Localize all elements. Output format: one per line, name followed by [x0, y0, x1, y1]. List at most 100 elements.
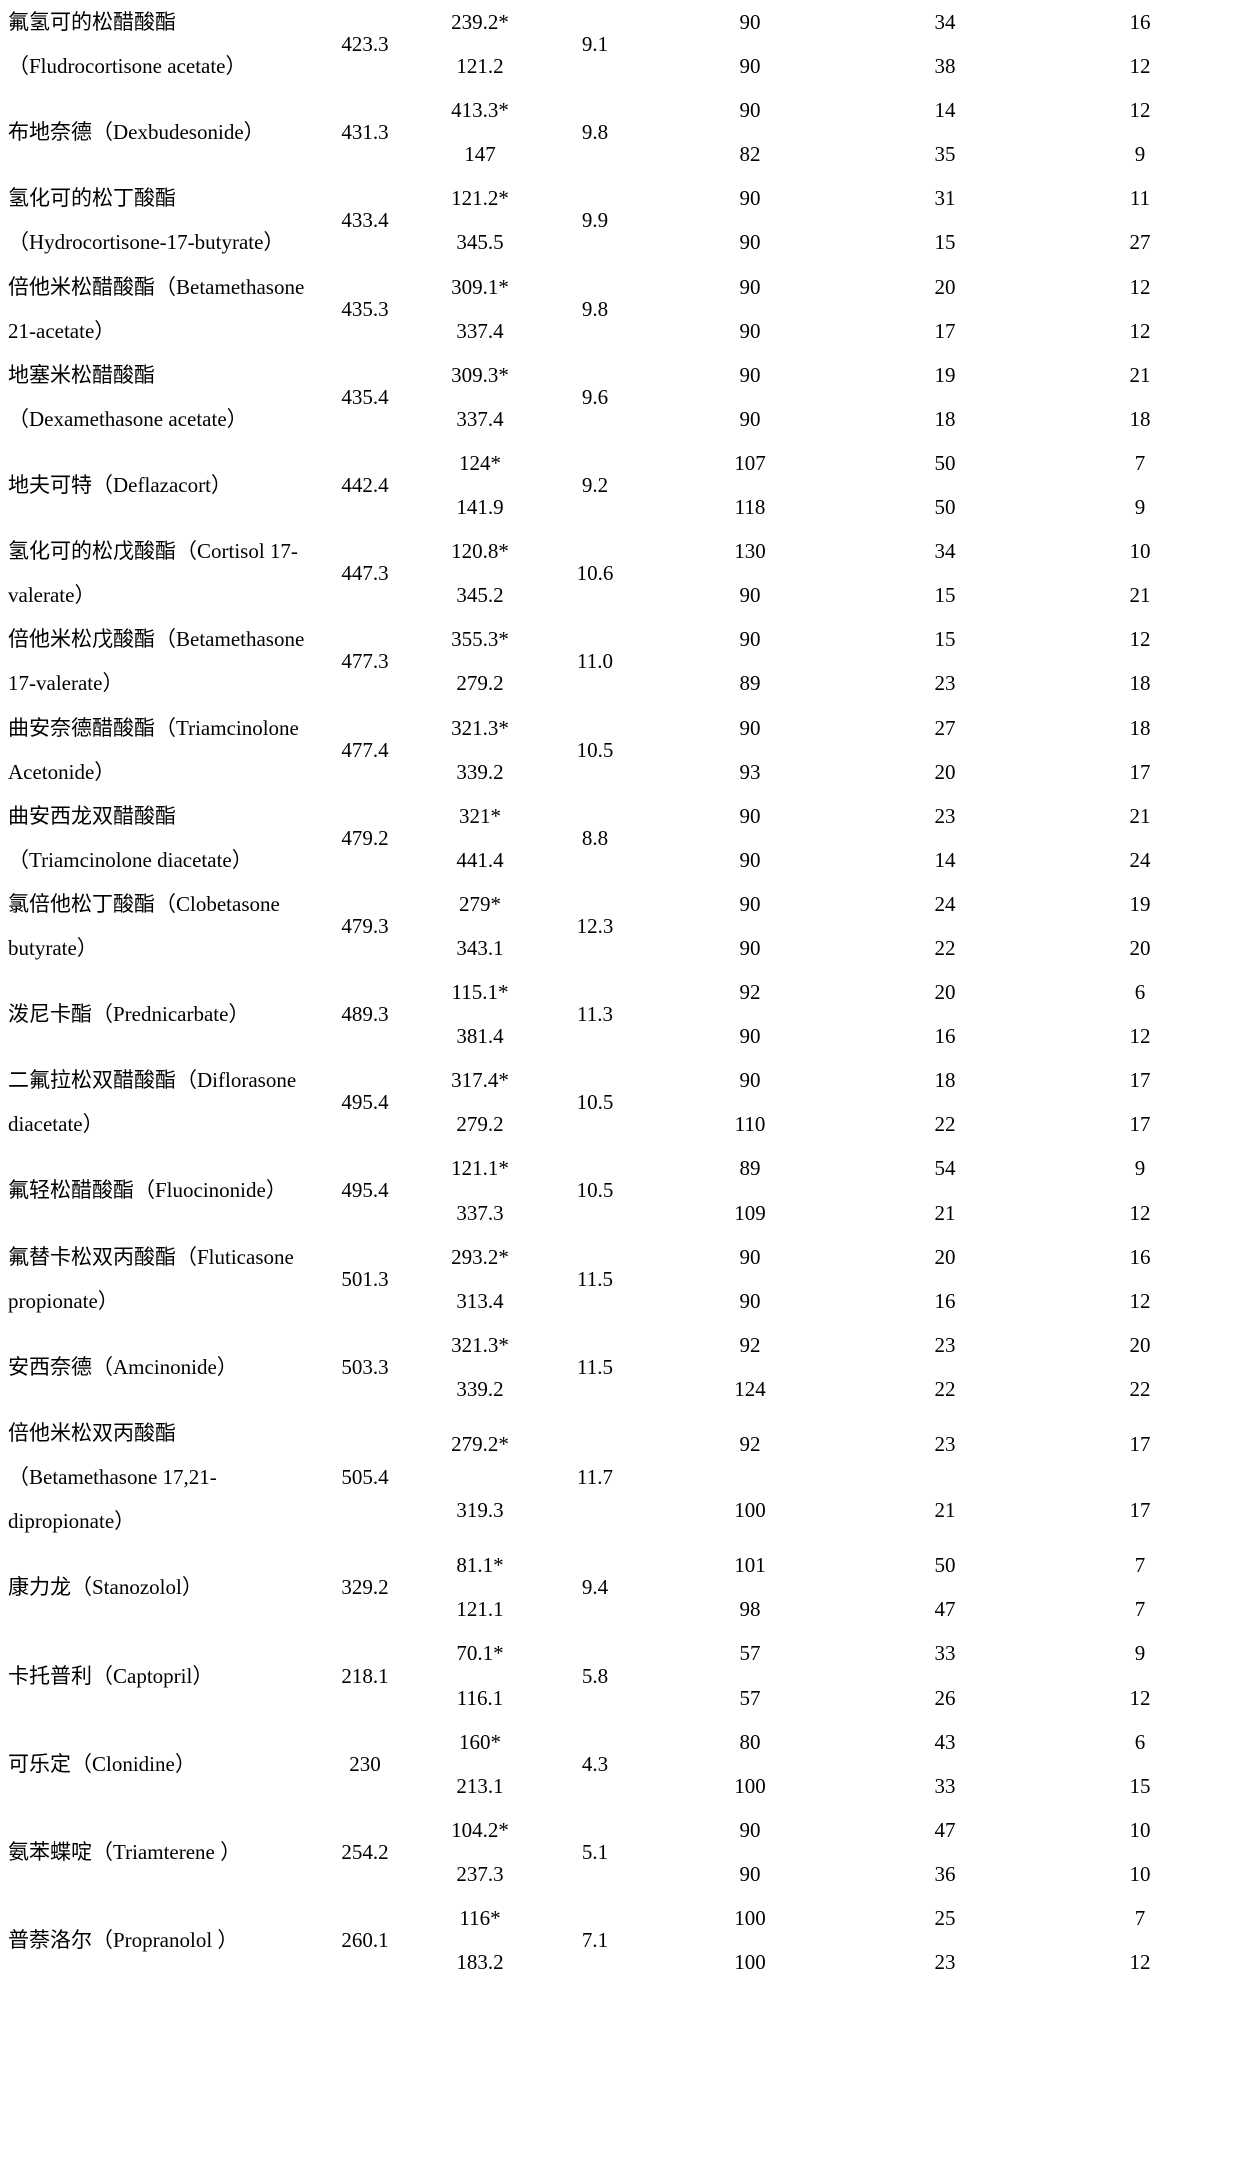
col7-value-a: 16: [1040, 1235, 1240, 1279]
col4-value: 11.5: [540, 1235, 650, 1323]
col5-value-b: 110: [650, 1102, 850, 1146]
col3-value-a: 81.1*: [420, 1543, 540, 1587]
col2-value: 431.3: [310, 88, 420, 176]
compound-name: 地塞米松醋酸酯（Dexamethasone acetate）: [0, 353, 310, 441]
col6-value-b: 20: [850, 750, 1040, 794]
col2-value: 433.4: [310, 176, 420, 264]
col2-value: 495.4: [310, 1146, 420, 1234]
col7-value-a: 12: [1040, 88, 1240, 132]
col7-value-b: 17: [1040, 1102, 1240, 1146]
col5-value-b: 90: [650, 1279, 850, 1323]
col5-value-a: 90: [650, 1808, 850, 1852]
col3-value-a: 279.2*: [420, 1411, 540, 1477]
col7-value-a: 18: [1040, 706, 1240, 750]
compound-name: 地夫可特（Deflazacort）: [0, 441, 310, 529]
col3-value-b: 337.4: [420, 309, 540, 353]
col5-value-a: 107: [650, 441, 850, 485]
col2-value: 447.3: [310, 529, 420, 617]
col7-value-b: 17: [1040, 1477, 1240, 1543]
col5-value-b: 93: [650, 750, 850, 794]
col5-value-a: 90: [650, 1235, 850, 1279]
col5-value-a: 80: [650, 1720, 850, 1764]
col3-value-a: 309.1*: [420, 265, 540, 309]
col5-value-b: 100: [650, 1764, 850, 1808]
compound-name: 氢化可的松丁酸酯（Hydrocortisone-17-butyrate）: [0, 176, 310, 264]
col4-value: 11.3: [540, 970, 650, 1058]
col7-value-a: 6: [1040, 970, 1240, 1014]
col5-value-b: 90: [650, 397, 850, 441]
col5-value-a: 101: [650, 1543, 850, 1587]
col7-value-a: 7: [1040, 441, 1240, 485]
col6-value-a: 47: [850, 1808, 1040, 1852]
col2-value: 501.3: [310, 1235, 420, 1323]
col7-value-a: 21: [1040, 353, 1240, 397]
col4-value: 10.5: [540, 1058, 650, 1146]
col7-value-b: 17: [1040, 750, 1240, 794]
col7-value-b: 12: [1040, 1014, 1240, 1058]
col6-value-a: 15: [850, 617, 1040, 661]
col4-value: 10.5: [540, 706, 650, 794]
col6-value-b: 16: [850, 1279, 1040, 1323]
col7-value-a: 12: [1040, 617, 1240, 661]
col3-value-b: 441.4: [420, 838, 540, 882]
col7-value-b: 12: [1040, 309, 1240, 353]
col6-value-b: 22: [850, 1367, 1040, 1411]
col6-value-a: 34: [850, 529, 1040, 573]
col4-value: 7.1: [540, 1896, 650, 1984]
col3-value-b: 343.1: [420, 926, 540, 970]
col6-value-a: 27: [850, 706, 1040, 750]
col2-value: 230: [310, 1720, 420, 1808]
compound-name: 安西奈德（Amcinonide）: [0, 1323, 310, 1411]
col7-value-a: 10: [1040, 529, 1240, 573]
col7-value-b: 12: [1040, 1191, 1240, 1235]
col6-value-b: 36: [850, 1852, 1040, 1896]
compound-name: 氢化可的松戊酸酯（Cortisol 17-valerate）: [0, 529, 310, 617]
col2-value: 423.3: [310, 0, 420, 88]
col3-value-b: 337.3: [420, 1191, 540, 1235]
col5-value-b: 98: [650, 1587, 850, 1631]
col6-value-b: 22: [850, 1102, 1040, 1146]
col7-value-b: 24: [1040, 838, 1240, 882]
col6-value-b: 22: [850, 926, 1040, 970]
col6-value-b: 33: [850, 1764, 1040, 1808]
col7-value-a: 17: [1040, 1058, 1240, 1102]
col6-value-a: 20: [850, 1235, 1040, 1279]
col6-value-b: 47: [850, 1587, 1040, 1631]
col4-value: 5.8: [540, 1631, 650, 1719]
col5-value-b: 90: [650, 44, 850, 88]
col2-value: 477.4: [310, 706, 420, 794]
col2-value: 495.4: [310, 1058, 420, 1146]
col6-value-b: 14: [850, 838, 1040, 882]
col6-value-a: 23: [850, 794, 1040, 838]
compound-name: 氟氢可的松醋酸酯（Fludrocortisone acetate）: [0, 0, 310, 88]
col7-value-a: 19: [1040, 882, 1240, 926]
col3-value-a: 120.8*: [420, 529, 540, 573]
col3-value-b: 183.2: [420, 1940, 540, 1984]
col3-value-a: 121.2*: [420, 176, 540, 220]
col2-value: 218.1: [310, 1631, 420, 1719]
col2-value: 479.2: [310, 794, 420, 882]
col3-value-b: 345.5: [420, 220, 540, 264]
col5-value-a: 57: [650, 1631, 850, 1675]
col4-value: 9.2: [540, 441, 650, 529]
col6-value-b: 23: [850, 661, 1040, 705]
col5-value-a: 100: [650, 1896, 850, 1940]
compound-name: 倍他米松醋酸酯（Betamethasone 21-acetate）: [0, 265, 310, 353]
col6-value-b: 15: [850, 220, 1040, 264]
col3-value-a: 115.1*: [420, 970, 540, 1014]
col4-value: 11.5: [540, 1323, 650, 1411]
compound-name: 氟替卡松双丙酸酯（Fluticasone propionate）: [0, 1235, 310, 1323]
col7-value-b: 7: [1040, 1587, 1240, 1631]
col6-value-b: 21: [850, 1477, 1040, 1543]
col7-value-a: 20: [1040, 1323, 1240, 1367]
col5-value-a: 92: [650, 970, 850, 1014]
col5-value-b: 82: [650, 132, 850, 176]
col7-value-a: 9: [1040, 1146, 1240, 1190]
col3-value-a: 321.3*: [420, 706, 540, 750]
col6-value-a: 50: [850, 1543, 1040, 1587]
col6-value-a: 23: [850, 1411, 1040, 1477]
col2-value: 329.2: [310, 1543, 420, 1631]
col5-value-b: 90: [650, 1852, 850, 1896]
col7-value-a: 9: [1040, 1631, 1240, 1675]
col3-value-a: 279*: [420, 882, 540, 926]
